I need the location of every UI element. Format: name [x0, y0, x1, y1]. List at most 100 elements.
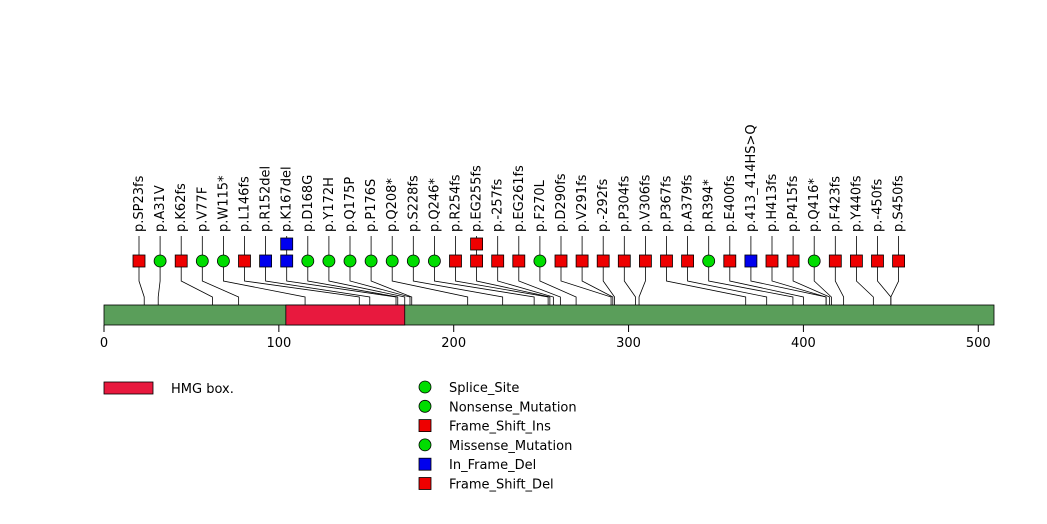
mutation-label: p.-450fs [871, 179, 886, 232]
mutation-label: p.-257fs [491, 179, 506, 232]
mutation-label: p.H413fs [765, 173, 780, 232]
mutation-marker [596, 254, 610, 268]
mutation-label: p.Q416* [807, 178, 822, 232]
legend-mutation-label: Frame_Shift_Ins [449, 420, 551, 435]
mutation-label: p.K167del [280, 166, 295, 232]
mutation-marker [470, 237, 484, 251]
mutation-marker [427, 254, 441, 268]
x-tick-label: 200 [441, 336, 466, 351]
mutation-marker [259, 254, 273, 268]
legend-mutation-label: Splice_Site [449, 381, 519, 396]
mutation-label: p.Q208* [385, 178, 400, 232]
mutation-label: p.R394* [702, 179, 717, 232]
mutation-marker [216, 254, 230, 268]
mutation-label: p.P367fs [660, 175, 675, 232]
mutation-label: p.EG255fs [470, 165, 485, 232]
mutation-marker [617, 254, 631, 268]
mutation-marker [238, 254, 251, 268]
legend-marker [418, 477, 432, 490]
mutation-marker [871, 254, 884, 268]
legend-mutation-label: Missense_Mutation [449, 439, 572, 454]
mutation-marker [385, 254, 399, 268]
mutation-legend: Splice_Site Nonsense_Mutation Frame_Shift_… [418, 380, 577, 493]
x-tick-label: 300 [616, 336, 641, 351]
legend-marker [418, 457, 432, 471]
mutation-marker [301, 254, 315, 268]
mutation-marker [723, 254, 737, 268]
legend-marker [418, 438, 432, 452]
mutation-marker [364, 254, 378, 268]
mutation-label: p.SP23fs [132, 175, 147, 232]
mutation-label: p.A31V [153, 185, 168, 232]
mutation-label: p.D290fs [554, 173, 569, 232]
mutation-labels: p.SP23fs p.A31V p.K62fs p.V77F p.W115* p.L146… [132, 124, 907, 232]
legend-domain-swatch [103, 381, 154, 395]
mutation-marker [491, 254, 505, 268]
mutation-label: p.R254fs [449, 174, 464, 232]
mutation-marker [132, 254, 146, 268]
domain-legend: HMG box. [103, 381, 234, 397]
mutation-marker [280, 254, 294, 268]
mutation-label: p.E400fs [723, 175, 738, 232]
mutation-marker [850, 254, 863, 268]
mutation-marker [681, 254, 694, 268]
mutation-label: p.Y172H [322, 177, 337, 232]
mutation-label: p.F270L [533, 179, 548, 232]
mutation-marker [470, 254, 484, 268]
legend-mutation-label: Nonsense_Mutation [449, 400, 577, 415]
mutation-label: p.EG261fs [512, 165, 527, 232]
mutation-marker [533, 254, 547, 268]
legend-mutation-label: In_Frame_Del [449, 458, 536, 473]
mutation-label: p.V306fs [638, 174, 653, 232]
mutation-marker [744, 254, 758, 268]
mutation-marker [512, 254, 526, 268]
mutation-marker [195, 254, 209, 268]
mutation-marker [554, 254, 568, 268]
mutation-marker [639, 254, 652, 268]
legend-marker [418, 419, 432, 433]
domain-hmg-box [285, 304, 406, 326]
mutation-label: p.K62fs [174, 183, 189, 232]
mutation-label: p.A379fs [681, 174, 696, 232]
mutation-marker [786, 254, 800, 268]
protein-backbone [103, 304, 995, 326]
mutation-label: p.Q175P [343, 177, 358, 232]
x-axis: 0 100 200 300 400 500 [100, 325, 991, 351]
mutation-marker [828, 254, 842, 268]
mutation-marker [449, 254, 462, 268]
mutation-label: p.P304fs [617, 175, 632, 232]
mutation-marker [153, 254, 167, 268]
mutation-marker [702, 254, 716, 268]
mutation-marker [280, 237, 294, 251]
protein-backbone-group [103, 304, 995, 326]
mutation-marker [892, 254, 905, 268]
mutation-marker [807, 254, 821, 268]
x-tick-label: 0 [100, 336, 108, 351]
x-tick-label: 100 [266, 336, 291, 351]
mutation-label: p.D168G [301, 175, 316, 232]
x-tick-label: 500 [966, 336, 991, 351]
x-tick-label: 400 [791, 336, 816, 351]
legend-mutation-label: Frame_Shift_Del [449, 478, 554, 493]
legend-marker [418, 380, 432, 394]
mutation-label: p.413_414HS>Q [744, 124, 759, 232]
mutation-markers [132, 237, 905, 268]
mutation-marker [406, 254, 420, 268]
legend-domain-label: HMG box. [171, 382, 234, 397]
mutation-label: p.V291fs [575, 174, 590, 232]
mutation-marker [575, 254, 589, 268]
mutation-marker [765, 254, 779, 268]
mutation-label: p.L146fs [238, 176, 253, 232]
mutation-label: p.Y440fs [849, 175, 864, 232]
mutation-label: p.F423fs [828, 176, 843, 232]
mutation-label: p.R152del [259, 166, 274, 232]
mutation-label: p.W115* [216, 175, 231, 232]
mutation-marker [660, 254, 673, 268]
mutation-label: p.-292fs [596, 179, 611, 232]
mutation-label: p.P415fs [786, 175, 801, 232]
mutation-label: p.V77F [195, 187, 210, 232]
legend-marker [418, 399, 432, 413]
mutation-marker [174, 254, 188, 268]
mutation-marker [343, 254, 357, 268]
